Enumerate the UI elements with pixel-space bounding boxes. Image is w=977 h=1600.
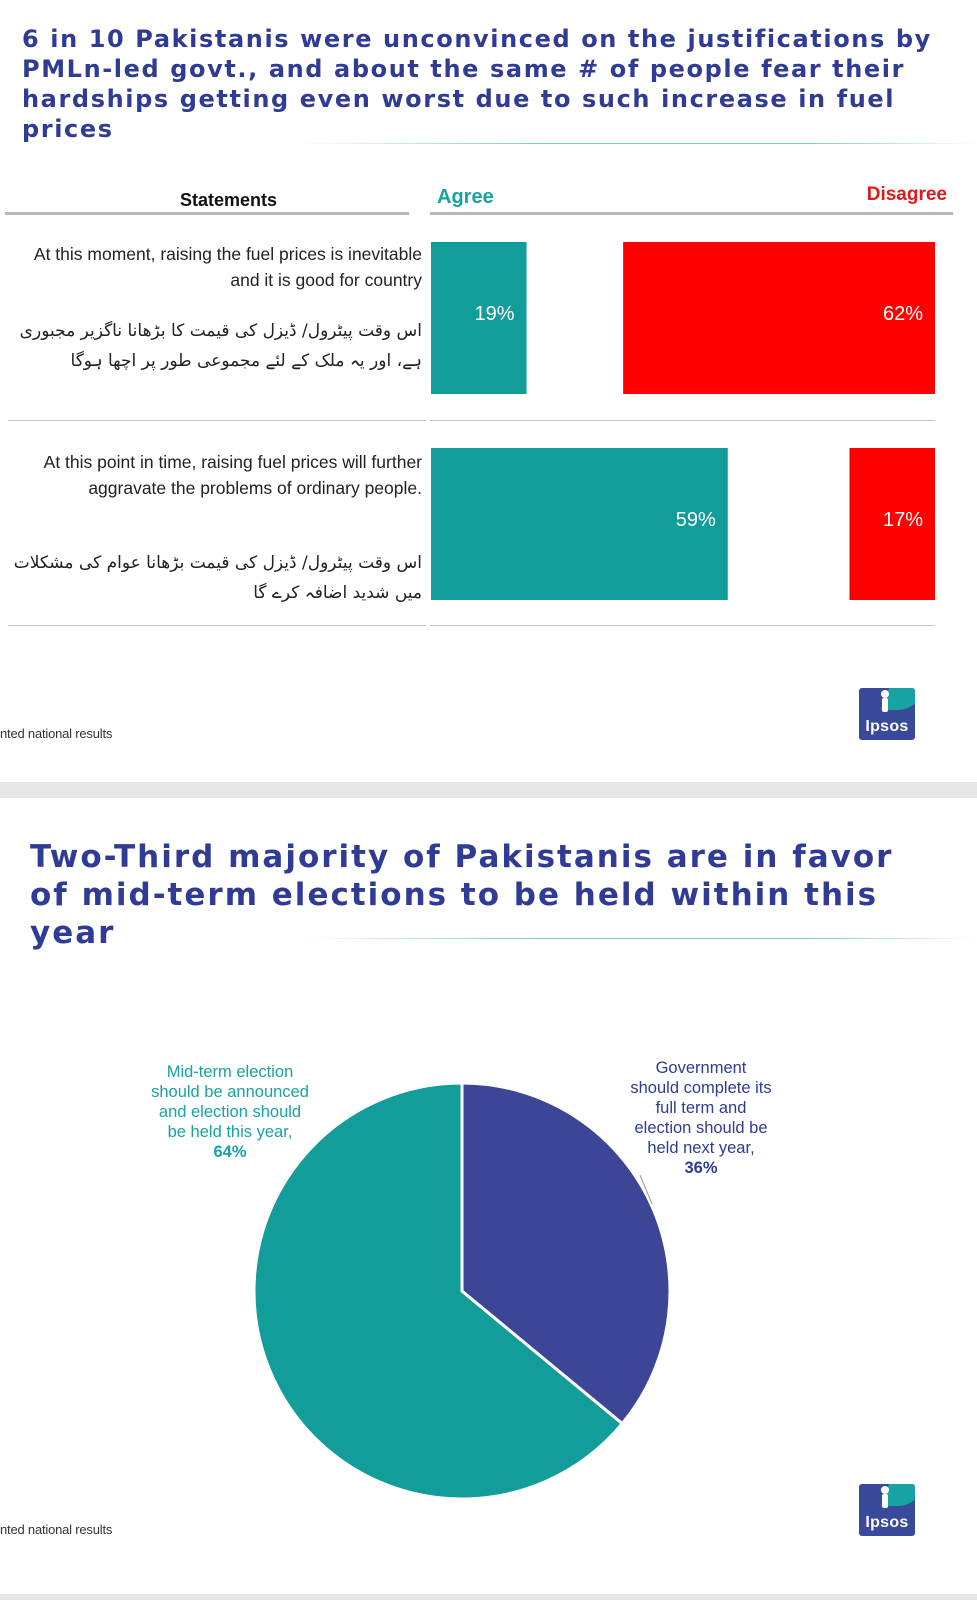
bar-agree — [431, 448, 728, 600]
logo-wordmark: Ipsos — [865, 1514, 909, 1531]
pie-label-line: election should be — [634, 1119, 768, 1137]
ipsos-logo: Ipsos — [859, 1484, 915, 1536]
data-label-disagree: 17% — [883, 509, 923, 531]
statement-1-english: At this moment, raising the fuel prices … — [33, 244, 422, 290]
header-disagree: Disagree — [866, 184, 947, 205]
pie-label-line: should be announced — [151, 1083, 309, 1101]
data-label-agree: 59% — [676, 509, 716, 531]
header-agree: Agree — [437, 186, 494, 208]
statement-2-english: At this point in time, raising fuel pric… — [43, 452, 422, 498]
bar-disagree — [623, 242, 935, 394]
row-divider-right — [430, 420, 935, 421]
bar-agree — [431, 242, 527, 394]
pie-label-line: held next year, — [647, 1139, 755, 1157]
stacked-bar-chart: 19% 62% 59% 17% — [431, 242, 935, 600]
pie-value-label: 36% — [684, 1159, 718, 1177]
data-label-agree: 19% — [475, 303, 515, 325]
row-divider-left — [8, 420, 426, 421]
header-divider-left — [5, 212, 409, 215]
pie-label-line: and election should — [158, 1103, 302, 1121]
bar-disagree — [849, 448, 935, 600]
pie-label-line: should complete its — [630, 1079, 772, 1097]
pie-label-line: full term and — [655, 1099, 747, 1117]
slide-title: 6 in 10 Pakistanis were unconvinced on t… — [22, 25, 932, 143]
statement-1-urdu: اس وقت پیٹرول/ ڈیزل کی قیمت کا بڑھانا نا… — [19, 321, 422, 371]
footnote: nted national results — [0, 1522, 113, 1537]
slide-fuel-prices: 6 in 10 Pakistanis were unconvinced on t… — [0, 0, 977, 782]
pie-value-label: 64% — [213, 1143, 247, 1161]
header-divider-right — [430, 212, 953, 215]
pie-label-line: Government — [655, 1059, 747, 1077]
footnote: nted national results — [0, 726, 113, 741]
row-divider-right — [430, 625, 935, 626]
row-divider-left — [8, 625, 426, 626]
pie-label-fullterm: Government should complete its full term… — [612, 1058, 790, 1178]
slide-midterm-elections: Two-Third majority of Pakistanis are in … — [0, 798, 977, 1594]
pie-label-line: be held this year, — [167, 1123, 293, 1141]
data-label-disagree: 62% — [883, 303, 923, 325]
title-divider — [300, 938, 977, 939]
ipsos-logo: Ipsos — [859, 688, 915, 740]
title-divider — [300, 143, 977, 144]
slide-title: Two-Third majority of Pakistanis are in … — [30, 839, 894, 951]
header-statements: Statements — [180, 190, 278, 210]
logo-wordmark: Ipsos — [865, 718, 909, 735]
pie-label-midterm: Mid-term election should be announced an… — [130, 1062, 330, 1162]
statement-2-urdu: اس وقت پیٹرول/ ڈیزل کی قیمت بڑھانا عوام … — [13, 553, 422, 603]
pie-label-line: Mid-term election — [166, 1063, 294, 1081]
